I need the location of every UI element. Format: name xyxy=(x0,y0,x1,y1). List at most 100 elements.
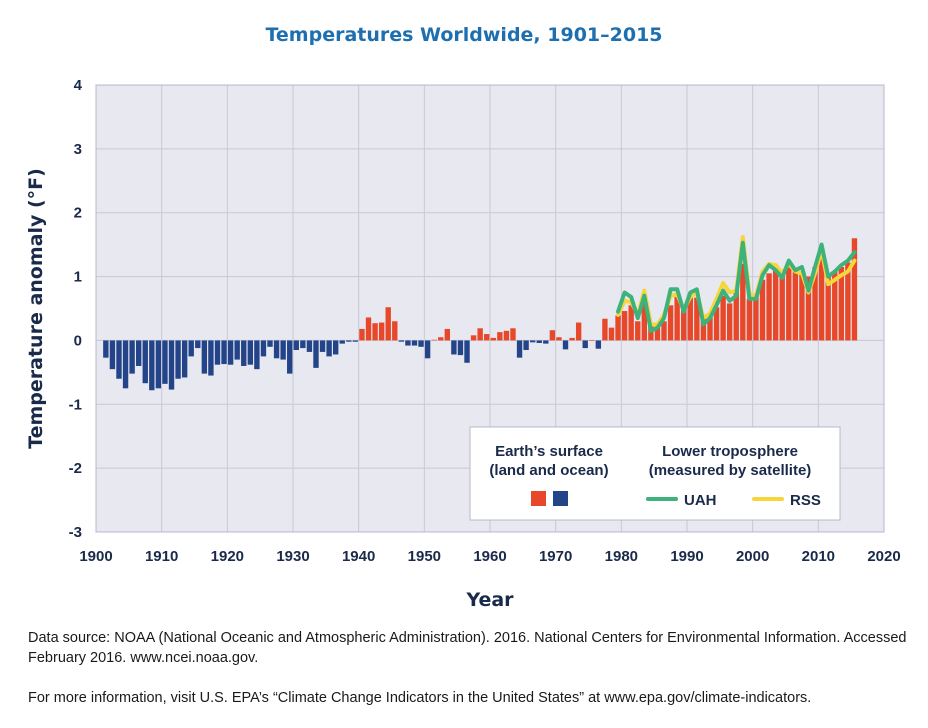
surface-bar xyxy=(162,340,168,384)
legend-surface-subtitle: (land and ocean) xyxy=(489,462,608,479)
legend: Earth’s surface (land and ocean) Lower tro… xyxy=(469,426,841,521)
surface-bar xyxy=(129,340,135,374)
surface-bar xyxy=(589,340,595,342)
surface-bar xyxy=(260,340,267,357)
y-axis-label: Temperature anomaly (°F) xyxy=(25,168,47,449)
surface-bar xyxy=(188,340,194,357)
surface-bar xyxy=(247,340,254,365)
surface-bar xyxy=(122,340,129,389)
surface-bar xyxy=(661,321,667,341)
x-tick-label: 2000 xyxy=(736,548,769,565)
surface-bar xyxy=(339,340,345,344)
surface-bar xyxy=(241,340,247,366)
surface-bar xyxy=(273,340,280,359)
surface-bar xyxy=(792,270,799,341)
surface-bar xyxy=(332,340,339,355)
surface-bar xyxy=(221,340,227,365)
x-tick-label: 1980 xyxy=(605,548,638,565)
more-info-note: For more information, visit U.S. EPA’s “… xyxy=(28,690,812,706)
surface-bar xyxy=(411,340,418,346)
surface-bar xyxy=(195,340,201,349)
x-tick-label: 1990 xyxy=(670,548,703,565)
surface-bar xyxy=(759,279,766,341)
surface-bar xyxy=(556,337,562,341)
surface-bar xyxy=(845,262,851,341)
surface-bar xyxy=(733,289,739,341)
surface-bar xyxy=(365,317,372,341)
surface-bar xyxy=(155,340,162,389)
y-tick-label: -1 xyxy=(69,396,82,413)
surface-bar xyxy=(359,328,365,341)
y-tick-label: 0 xyxy=(74,332,82,349)
surface-bar xyxy=(405,340,411,346)
surface-bar xyxy=(628,305,634,341)
surface-bar xyxy=(569,337,575,341)
y-tick-label: -2 xyxy=(69,460,82,477)
satellite-lines xyxy=(616,235,857,333)
x-axis-label: Year xyxy=(465,589,514,611)
surface-bar xyxy=(694,297,700,341)
surface-bar xyxy=(103,340,109,358)
surface-bar xyxy=(451,340,457,355)
x-tick-label: 1940 xyxy=(342,548,375,565)
surface-bar xyxy=(654,326,661,341)
surface-bar xyxy=(681,308,687,341)
surface-bar xyxy=(168,340,175,390)
surface-bar xyxy=(602,318,608,341)
axes-layer: 1900 1910 1920 1930 1940 1950 1960 1970 1980 1990… xyxy=(69,77,901,565)
surface-bar xyxy=(543,340,549,344)
surface-bar xyxy=(700,318,707,341)
surface-bar xyxy=(234,340,240,360)
surface-bar xyxy=(635,321,641,341)
surface-bar xyxy=(510,328,516,341)
surface-bar xyxy=(135,340,142,366)
legend-uah-label: UAH xyxy=(684,492,717,509)
surface-bar xyxy=(582,340,588,349)
x-tick-label: 2020 xyxy=(867,548,900,565)
surface-bar xyxy=(438,337,444,341)
surface-bar xyxy=(772,270,779,341)
surface-bar xyxy=(641,298,648,341)
surface-bar xyxy=(529,340,536,343)
surface-bar xyxy=(726,303,733,341)
surface-bar xyxy=(490,337,496,341)
surface-bar xyxy=(720,295,726,341)
surface-bar xyxy=(398,340,405,342)
surface-bar xyxy=(254,340,260,370)
surface-bar xyxy=(740,263,746,341)
surface-bar xyxy=(109,340,116,370)
surface-bar xyxy=(838,266,845,341)
surface-bar xyxy=(149,340,155,391)
surface-bar xyxy=(484,334,490,341)
surface-bar xyxy=(523,340,529,351)
y-tick-label: 3 xyxy=(74,141,82,158)
surface-bar xyxy=(779,273,785,341)
legend-surface-title: Earth’s surface xyxy=(495,443,603,460)
surface-bar xyxy=(214,340,221,365)
surface-bar xyxy=(687,294,693,341)
surface-bar xyxy=(346,340,352,342)
surface-bar xyxy=(674,297,680,341)
surface-bar xyxy=(707,313,713,341)
surface-bar xyxy=(851,238,858,341)
surface-bar xyxy=(825,276,831,341)
surface-bar xyxy=(713,307,720,341)
surface-bar xyxy=(293,340,299,351)
surface-bar xyxy=(516,340,523,358)
y-tick-label: 4 xyxy=(74,77,83,94)
chart-title: Temperatures Worldwide, 1901–2015 xyxy=(265,24,663,46)
surface-bar xyxy=(470,335,477,341)
surface-bar xyxy=(418,340,424,347)
surface-bar xyxy=(503,330,510,341)
legend-swatch-negative xyxy=(553,491,568,506)
surface-bar xyxy=(832,271,838,341)
surface-bar xyxy=(812,266,818,341)
surface-bar xyxy=(753,295,759,341)
surface-bar xyxy=(615,315,621,341)
surface-bar xyxy=(595,340,602,349)
surface-bar xyxy=(497,332,503,341)
surface-bar xyxy=(181,340,188,378)
surface-bar xyxy=(313,340,319,368)
surface-bar xyxy=(766,273,772,341)
surface-bar xyxy=(667,305,674,341)
